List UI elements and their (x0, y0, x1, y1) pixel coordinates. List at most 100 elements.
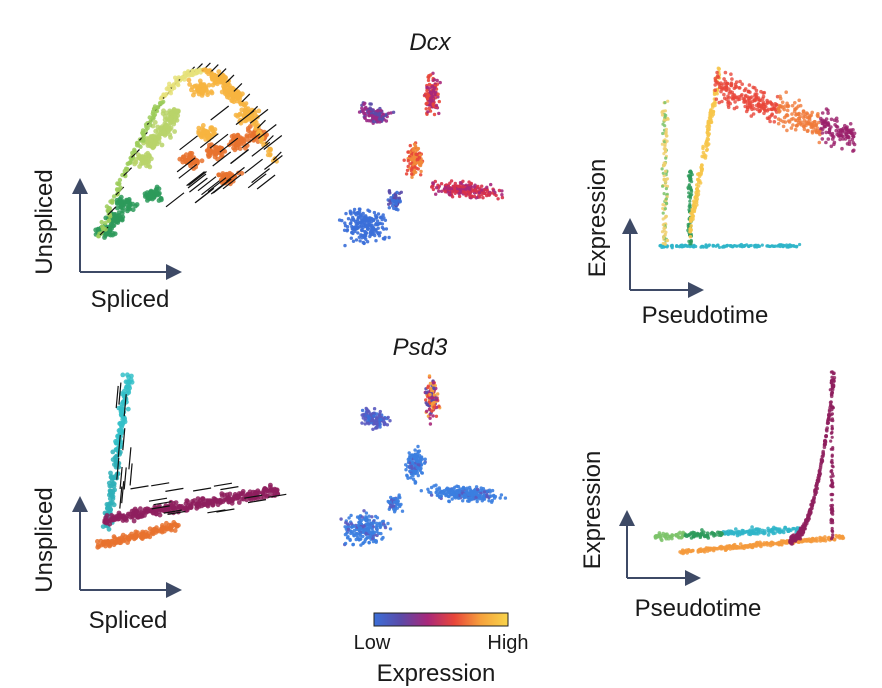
dcx-trend-point (787, 120, 792, 124)
dcx-phase-point (236, 95, 241, 101)
psd3-embedding-cell (475, 499, 479, 504)
psd3-embedding-cell (420, 471, 424, 475)
dcx-phase-point (161, 130, 167, 135)
psd3-embedding-cell (371, 427, 375, 431)
dcx-trend-point (807, 115, 812, 119)
dcx-phase-point (231, 133, 237, 138)
dcx-embedding-cell (437, 111, 441, 116)
psd3-phase-point (272, 486, 277, 492)
dcx-phase-point (184, 157, 190, 163)
dcx-trend-point (695, 187, 699, 191)
dcx-embedding-cell (381, 117, 385, 121)
dcx-embedding-cell (345, 229, 349, 233)
dcx-phase-velocity-arrow (165, 192, 185, 208)
dcx-embedding-cell (367, 113, 371, 118)
dcx-embedding-cell (428, 109, 433, 113)
psd3-trend-point (680, 548, 685, 552)
dcx-trend-point (664, 127, 669, 131)
psd3-embedding-cell (426, 385, 430, 390)
psd3-embedding-cell (428, 392, 432, 397)
dcx-embedding-cell (363, 219, 367, 223)
dcx-trend-point (714, 80, 719, 84)
psd3-embedding-cell (358, 520, 362, 524)
dcx-embedding-cell (426, 110, 430, 114)
dcx-trend-point (663, 184, 668, 188)
psd3-embedding-cell (360, 515, 364, 519)
dcx-embedding-cell (413, 165, 417, 169)
dcx-embedding-cell (356, 226, 360, 230)
dcx-trend-point (688, 234, 693, 239)
psd3-embedding-cell (431, 381, 436, 385)
psd3-embedding-cell (462, 496, 466, 500)
dcx-trend-point (663, 109, 668, 113)
dcx-trend-point (769, 107, 774, 111)
dcx-trend-point (823, 119, 827, 124)
psd3-trend-point (663, 535, 667, 539)
dcx-phase-point (198, 82, 204, 88)
psd3-embedding-cell (361, 541, 365, 545)
psd3-trend-point (734, 527, 738, 531)
psd3-embedding-cell (485, 495, 489, 499)
dcx-embedding-cell (439, 182, 444, 186)
dcx-phase-velocity-arrow (249, 108, 269, 124)
psd3-phase-point (173, 522, 178, 527)
psd3-phase-point (106, 526, 112, 532)
dcx-trend-point (663, 143, 667, 147)
dcx-embedding-cell (477, 191, 481, 195)
dcx-embedding-cell (376, 226, 380, 230)
dcx-embedding-cell (457, 194, 462, 199)
psd3-phase-velocity-arrow (130, 485, 149, 490)
dcx-embedding-cell (388, 199, 392, 203)
dcx-trend-point (688, 229, 693, 234)
dcx-trend-xlabel: Pseudotime (642, 302, 769, 329)
dcx-embedding-cell (369, 102, 373, 106)
psd3-embedding-cell (374, 525, 378, 529)
dcx-trend-point (663, 242, 668, 246)
dcx-embedding-cell (457, 184, 461, 189)
psd3-trend-point (766, 526, 770, 531)
dcx-trend-point (836, 134, 841, 138)
dcx-phase-point (194, 158, 200, 164)
dcx-embedding-cell (437, 189, 441, 193)
psd3-trend-point (779, 529, 784, 533)
dcx-phase-point (152, 120, 158, 125)
dcx-embedding-cell (351, 217, 356, 221)
dcx-trend-point (699, 165, 703, 170)
dcx-embedding-cell (467, 190, 471, 194)
dcx-phase-point (132, 149, 137, 154)
psd3-embedding-cell (432, 400, 436, 405)
psd3-embedding-cell (475, 487, 480, 492)
psd3-embedding-cell (371, 539, 376, 544)
dcx-trend-point (768, 119, 772, 124)
dcx-trend-point (746, 89, 751, 94)
dcx-embedding-cell (414, 152, 418, 156)
dcx-phase-point (139, 154, 145, 160)
dcx-phase-point (225, 94, 230, 100)
dcx-trend-point (722, 96, 727, 101)
dcx-embedding-cell (424, 107, 428, 111)
psd3-phase-point (154, 527, 160, 533)
dcx-trend-point (840, 128, 844, 132)
dcx-phase-point (134, 157, 139, 162)
psd3-embedding-cell (423, 457, 427, 461)
dcx-phase-point (144, 163, 149, 169)
dcx-trend-point (830, 134, 835, 138)
dcx-embedding-cell (412, 142, 417, 146)
dcx-phase-velocity-arrow (107, 206, 117, 216)
psd3-phase-point (187, 505, 193, 510)
dcx-trend-point (691, 217, 695, 221)
psd3-embedding-cell (358, 537, 363, 541)
psd3-embedding-cell (413, 448, 417, 452)
psd3-embedding-cell (416, 451, 420, 455)
dcx-trend-point (688, 199, 692, 203)
dcx-embedding-cell (404, 172, 409, 176)
psd3-embedding-cell (434, 414, 439, 418)
dcx-trend-point (663, 169, 668, 173)
dcx-embedding-cell (366, 224, 370, 229)
dcx-embedding-cell (372, 210, 377, 215)
psd3-embedding-cell (431, 414, 435, 418)
dcx-embedding-cell (358, 215, 362, 219)
dcx-phase-velocity-arrow (230, 149, 249, 165)
dcx-phase-point (247, 133, 253, 139)
